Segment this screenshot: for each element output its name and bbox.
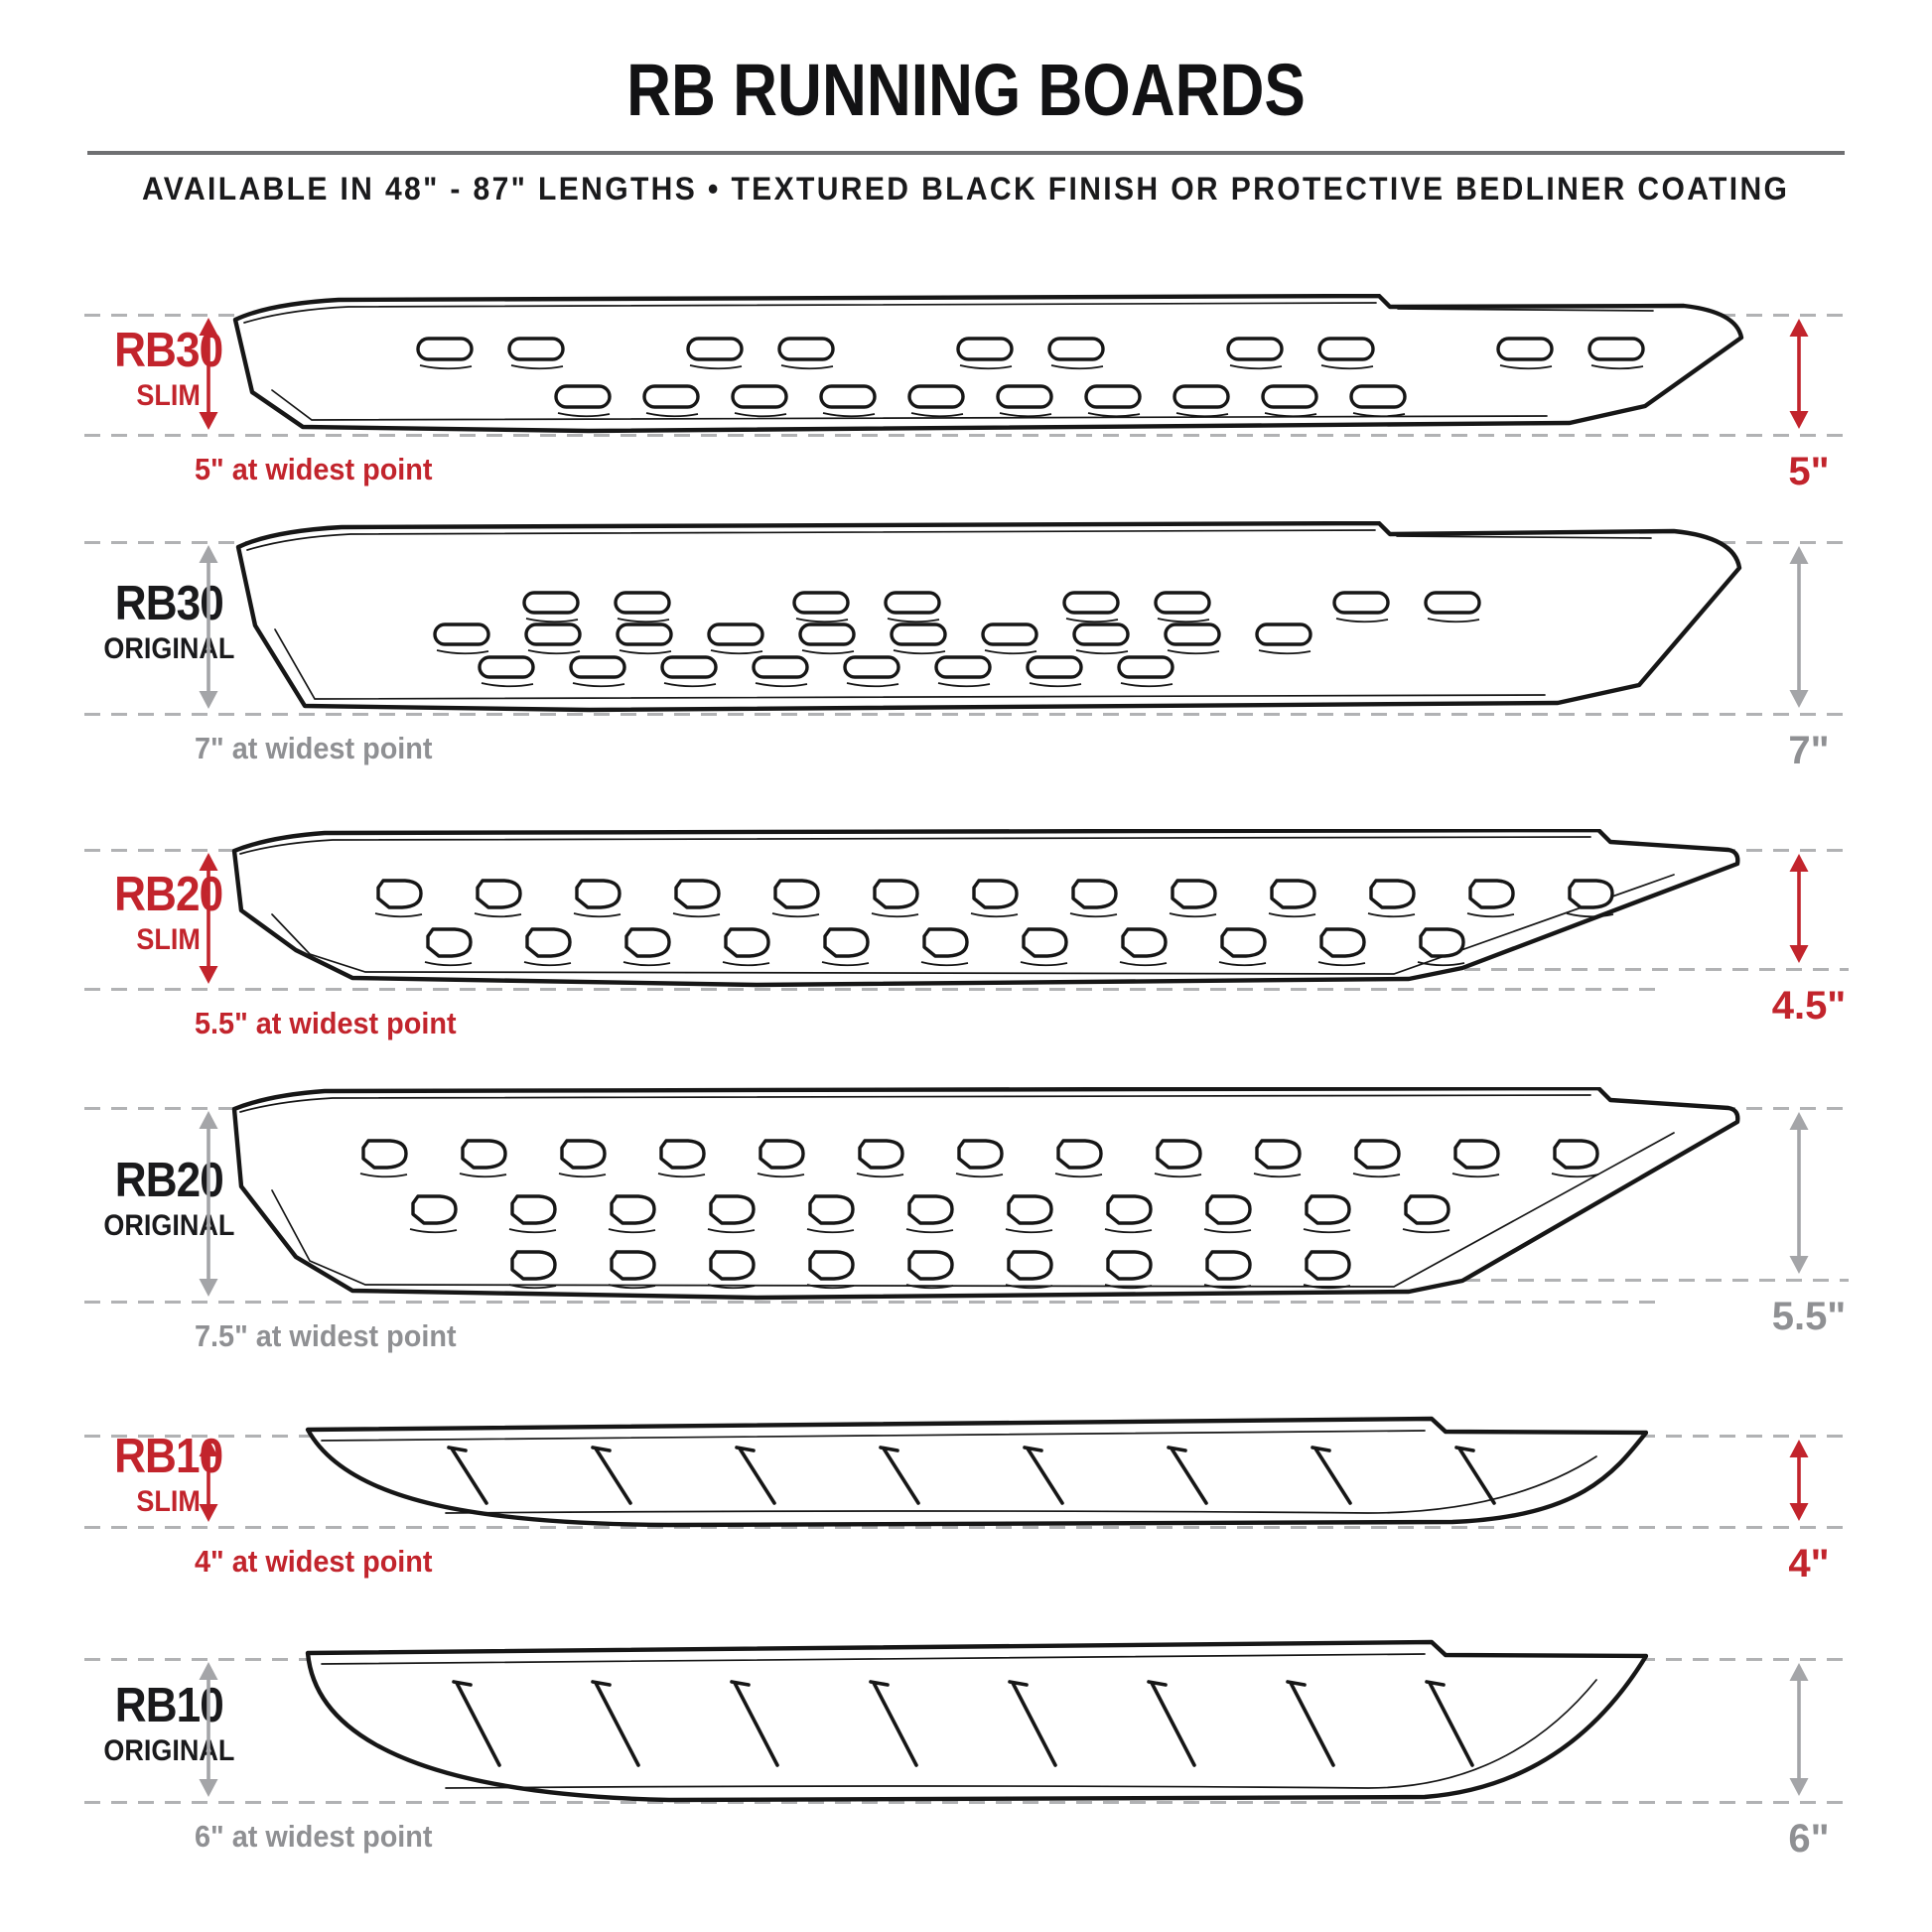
height-dimension-arrow-icon — [192, 852, 225, 990]
running-board-drawing-rb10-slim — [250, 1415, 1648, 1550]
widest-point-label: 7.5" at widest point — [195, 1318, 457, 1353]
dimension-dashed-line — [1464, 1279, 1849, 1282]
dimension-dashed-line — [84, 1801, 1849, 1804]
product-model-label: RB20 — [114, 868, 223, 921]
running-board-drawing-rb30-original — [226, 521, 1742, 737]
product-label: RB20 ORIGINAL — [45, 1157, 293, 1241]
dimension-dashed-line — [84, 713, 1849, 716]
product-variant-label: SLIM — [136, 379, 202, 412]
dimension-dashed-line — [1464, 968, 1849, 971]
height-dimension-arrow-icon — [1782, 1439, 1816, 1527]
product-label: RB30 SLIM — [45, 327, 293, 411]
product-variant-label: ORIGINAL — [102, 1209, 234, 1242]
page-subtitle: AVAILABLE IN 48" - 87" LENGTHS • TEXTURE… — [142, 171, 1790, 207]
height-dimension-label: 6" — [1788, 1817, 1830, 1861]
product-model-label: RB30 — [114, 577, 223, 630]
product-variant-label: ORIGINAL — [102, 632, 234, 665]
running-board-drawing-rb20-original — [226, 1087, 1742, 1324]
widest-point-label: 5.5" at widest point — [195, 1006, 457, 1040]
widest-point-label: 6" at widest point — [195, 1819, 433, 1854]
height-dimension-arrow-icon — [192, 1438, 225, 1528]
height-dimension-label: 7" — [1788, 729, 1830, 772]
height-dimension-label: 4" — [1788, 1542, 1830, 1586]
height-dimension-label: 4.5" — [1771, 984, 1847, 1028]
running-board-drawing-rb30-slim — [223, 294, 1744, 458]
dimension-dashed-line — [84, 1301, 1663, 1304]
height-dimension-arrow-icon — [1782, 853, 1816, 969]
product-label: RB30 ORIGINAL — [45, 580, 293, 664]
height-dimension-arrow-icon — [192, 544, 225, 715]
dimension-dashed-line — [84, 1526, 1849, 1529]
running-board-drawing-rb10-original — [250, 1638, 1648, 1825]
product-label: RB20 SLIM — [45, 871, 293, 955]
height-dimension-arrow-icon — [192, 317, 225, 436]
dimension-dashed-line — [84, 988, 1663, 991]
widest-point-label: 7" at widest point — [195, 731, 433, 765]
widest-point-label: 5" at widest point — [195, 452, 433, 486]
page-title: RB RUNNING BOARDS — [626, 49, 1306, 131]
product-model-label: RB20 — [114, 1154, 223, 1207]
height-dimension-arrow-icon — [1782, 1662, 1816, 1802]
height-dimension-arrow-icon — [192, 1661, 225, 1803]
product-label: RB10 ORIGINAL — [45, 1682, 293, 1766]
height-dimension-label: 5.5" — [1771, 1295, 1847, 1338]
product-variant-label: ORIGINAL — [102, 1734, 234, 1767]
height-dimension-arrow-icon — [192, 1110, 225, 1303]
height-dimension-arrow-icon — [1782, 318, 1816, 435]
height-dimension-arrow-icon — [1782, 1111, 1816, 1280]
title-divider — [87, 151, 1845, 155]
running-board-drawing-rb20-slim — [226, 829, 1742, 1012]
height-dimension-label: 5" — [1788, 450, 1830, 493]
height-dimension-arrow-icon — [1782, 545, 1816, 714]
product-variant-label: SLIM — [136, 1485, 202, 1518]
dimension-dashed-line — [84, 434, 1849, 437]
product-model-label: RB10 — [114, 1679, 223, 1732]
product-variant-label: SLIM — [136, 923, 202, 956]
widest-point-label: 4" at widest point — [195, 1544, 433, 1579]
